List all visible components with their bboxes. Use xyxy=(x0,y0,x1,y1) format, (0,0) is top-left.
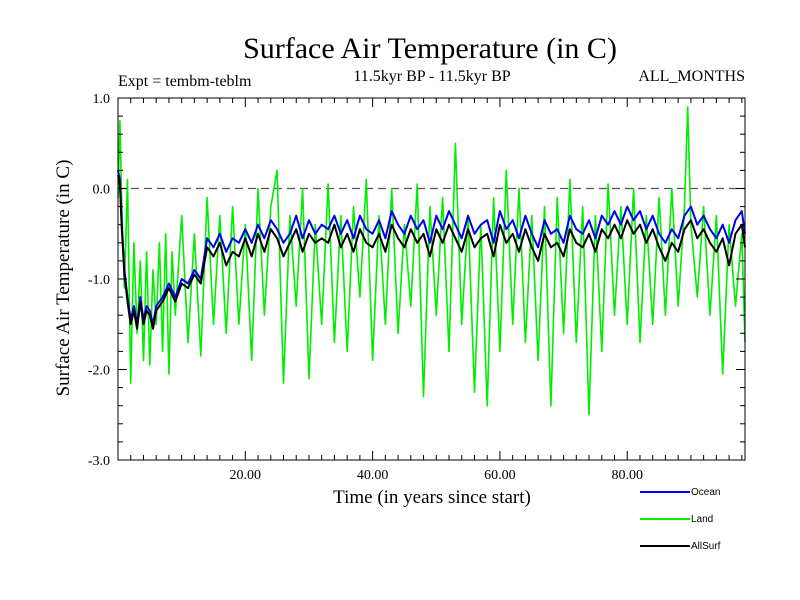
x-axis-label: Time (in years since start) xyxy=(333,487,531,508)
axis-layer: 1.0 0.0 -1.0 -2.0 -3.0 20.00 40.00 60.00 80.00 xyxy=(88,92,746,483)
plot-layer xyxy=(117,106,746,416)
y-tick-label: -2.0 xyxy=(88,364,110,379)
legend-label-allsurf: AllSurf xyxy=(691,541,721,552)
y-tick-label: 1.0 xyxy=(93,92,111,107)
y-tick-label: -1.0 xyxy=(88,273,110,288)
chart-title: Surface Air Temperature (in C) xyxy=(243,32,617,65)
chart-subtitle-right: ALL_MONTHS xyxy=(638,68,745,85)
plot-frame xyxy=(117,97,746,461)
x-tick-label: 20.00 xyxy=(230,468,262,483)
series-line-ocean xyxy=(117,170,746,326)
y-axis-label: Surface Air Temperature (in C) xyxy=(53,160,74,397)
chart-subtitle-center: 11.5kyr BP - 11.5kyr BP xyxy=(353,68,510,85)
y-tick-label: -3.0 xyxy=(88,454,110,469)
x-tick-label: 60.00 xyxy=(484,468,516,483)
legend: Ocean Land AllSurf xyxy=(640,487,721,552)
chart-subtitle-left: Expt = tembm-teblm xyxy=(118,73,252,90)
series-line-land xyxy=(117,106,746,416)
series-line-allsurf xyxy=(117,174,746,330)
legend-label-land: Land xyxy=(691,514,713,525)
x-tick-label: 40.00 xyxy=(357,468,389,483)
legend-label-ocean: Ocean xyxy=(691,487,720,498)
y-tick-label: 0.0 xyxy=(93,183,111,198)
x-tick-label: 80.00 xyxy=(611,468,643,483)
